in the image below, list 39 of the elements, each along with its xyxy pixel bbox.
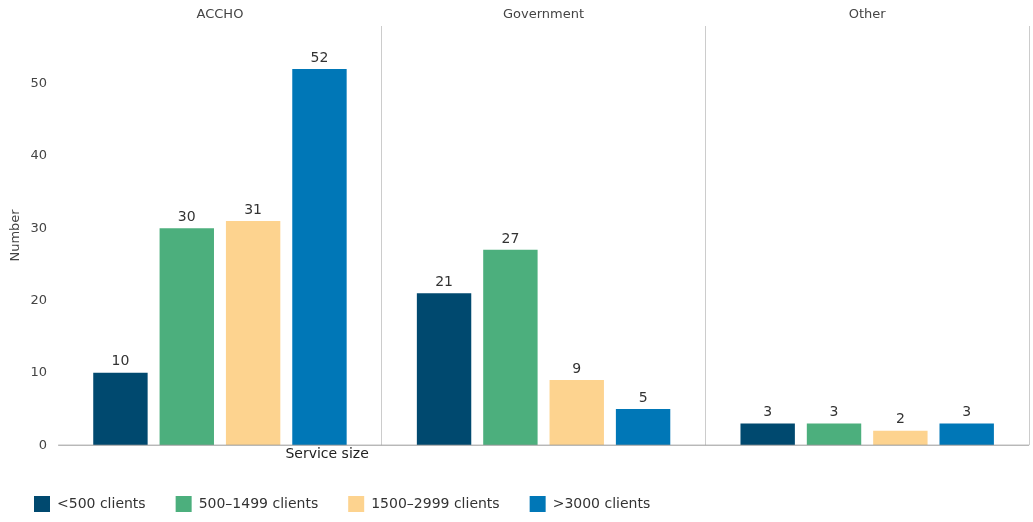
data-label: 5: [638, 388, 648, 405]
bar: [292, 69, 347, 446]
legend-label: <500 clients: [57, 494, 146, 511]
x-tick-label: Other: [848, 6, 887, 22]
bar: [416, 293, 472, 446]
data-label: 21: [435, 272, 453, 289]
bar: [549, 380, 604, 446]
bar: [615, 409, 671, 446]
data-label: 3: [962, 403, 972, 420]
data-label: 2: [895, 410, 905, 427]
bar: [873, 430, 928, 446]
legend-label: 1500–2999 clients: [371, 494, 500, 511]
data-label: 3: [763, 403, 773, 420]
y-axis-title: Number: [7, 208, 23, 262]
y-tick-label: 40: [30, 147, 48, 163]
legend-label: 500–1499 clients: [198, 494, 319, 511]
data-label: 9: [572, 359, 582, 376]
bar: [483, 249, 538, 446]
legend-title: Service size: [285, 444, 369, 461]
bar: [806, 423, 862, 446]
bar: [939, 423, 994, 446]
data-label: 30: [177, 207, 196, 224]
bar: [159, 228, 214, 446]
bar: [93, 372, 148, 446]
y-tick-label: 0: [38, 436, 48, 452]
data-label: 10: [111, 352, 130, 369]
data-label: 27: [501, 229, 520, 246]
y-tick-label: 20: [30, 291, 48, 307]
data-label: 52: [310, 48, 329, 65]
x-tick-label: Government: [503, 6, 585, 22]
y-tick-label: 30: [30, 219, 48, 235]
y-tick-label: 50: [30, 74, 48, 90]
data-label: 31: [244, 200, 263, 217]
x-tick-label: ACCHO: [196, 6, 244, 22]
bar: [740, 423, 795, 446]
bar: [225, 220, 281, 446]
y-tick-label: 10: [30, 364, 48, 380]
legend-label: >3000 clients: [552, 494, 651, 511]
data-label: 3: [829, 403, 839, 420]
